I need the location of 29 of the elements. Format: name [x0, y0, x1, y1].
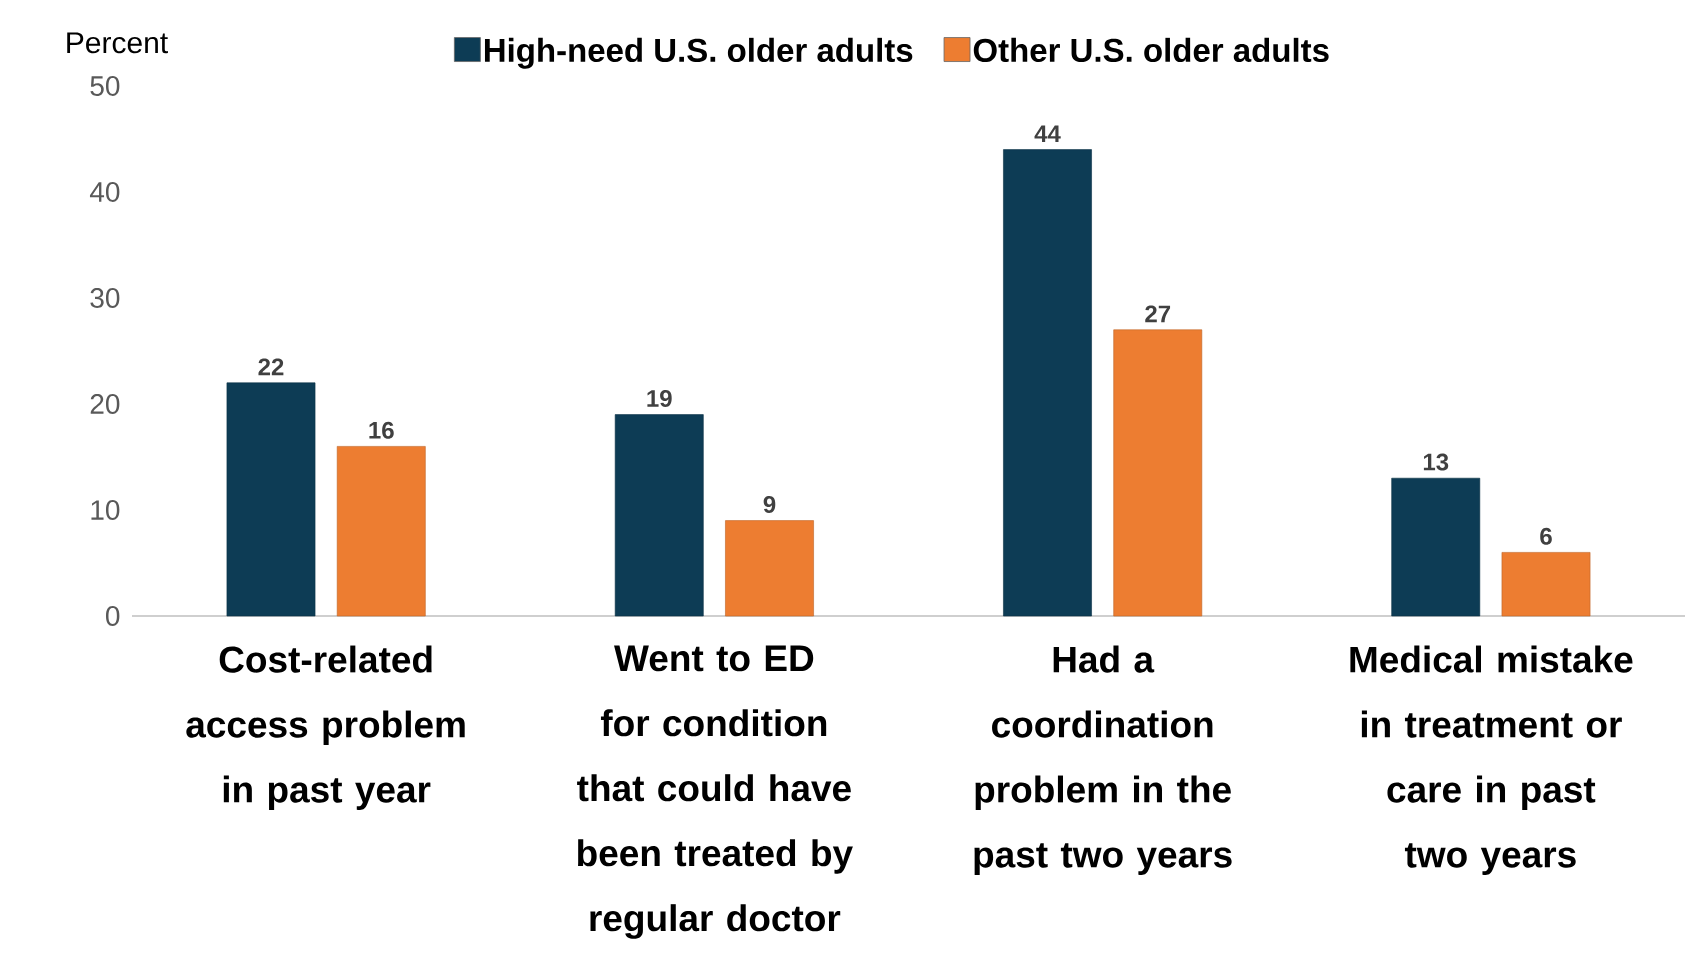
data-label: 22: [258, 358, 284, 376]
y-tick-label: 20: [90, 394, 120, 414]
bar: [226, 382, 316, 617]
x-tick-label: Went to ED for condition that could have been treated by regular doctor: [577, 645, 853, 939]
x-tick-label: Medical mistake in treatment or care in past two years: [1350, 645, 1633, 876]
data-label: 19: [647, 389, 672, 407]
bar: [1501, 552, 1591, 617]
legend-label: Other U.S. older adults: [973, 37, 1329, 63]
bar: [1113, 329, 1203, 617]
data-label: 44: [1034, 125, 1061, 142]
y-tick-label: 0: [106, 606, 120, 626]
bar: [614, 414, 704, 617]
bar: [1003, 149, 1092, 617]
y-axis-title: Percent: [67, 32, 168, 54]
data-label: 6: [1540, 527, 1552, 545]
data-label: 13: [1423, 453, 1449, 471]
bar: [1391, 477, 1481, 617]
y-tick-label: 50: [90, 76, 120, 96]
data-label: 27: [1145, 305, 1171, 323]
bar: [336, 446, 426, 617]
y-tick-label: 40: [89, 182, 120, 202]
y-tick-label: 10: [91, 500, 120, 520]
data-label: 9: [763, 495, 776, 513]
bar: [725, 520, 814, 617]
legend-label: High-need U.S. older adults: [484, 37, 913, 69]
x-tick-label: Cost-related access problem in past year: [186, 645, 465, 811]
y-tick-label: 30: [90, 288, 120, 308]
data-label: 16: [369, 421, 394, 439]
x-tick-label: Had a coordination problem in the past two years: [974, 645, 1232, 876]
